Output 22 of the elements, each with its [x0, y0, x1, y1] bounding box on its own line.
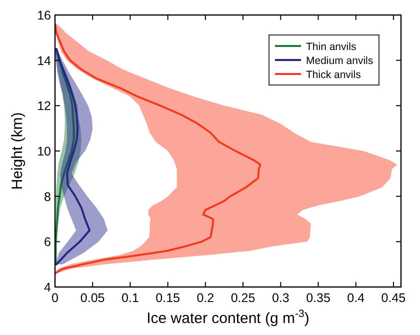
x-tick-label: 0.25 [230, 291, 256, 305]
x-tick-label: 0 [52, 291, 59, 305]
legend-label: Thick anvils [306, 69, 361, 81]
x-tick-label: 0.3 [272, 291, 290, 305]
y-tick-label: 6 [44, 235, 52, 250]
x-tick-label: 0.35 [306, 291, 330, 305]
x-tick-label: 0.45 [381, 291, 406, 305]
legend-label: Medium anvils [306, 55, 374, 67]
y-axis-title: Height (km) [9, 112, 26, 190]
y-tick-label: 10 [37, 144, 52, 158]
y-tick-label: 4 [44, 280, 52, 294]
y-tick-label: 12 [37, 99, 52, 114]
x-tick-label: 0.2 [196, 291, 214, 305]
y-tick-label: 14 [37, 54, 52, 68]
y-tick-label: 8 [44, 190, 52, 204]
legend-label: Thin anvils [306, 41, 356, 53]
x-tick-label: 0.05 [80, 291, 105, 305]
x-tick-label: 0.4 [347, 291, 365, 305]
x-axis-title: Ice water content (g m$^{-3}$) [146, 308, 310, 327]
x-tick-label: 0.1 [122, 291, 139, 305]
x-tick-label: 0.15 [156, 291, 180, 305]
y-tick-label: 16 [37, 8, 52, 22]
